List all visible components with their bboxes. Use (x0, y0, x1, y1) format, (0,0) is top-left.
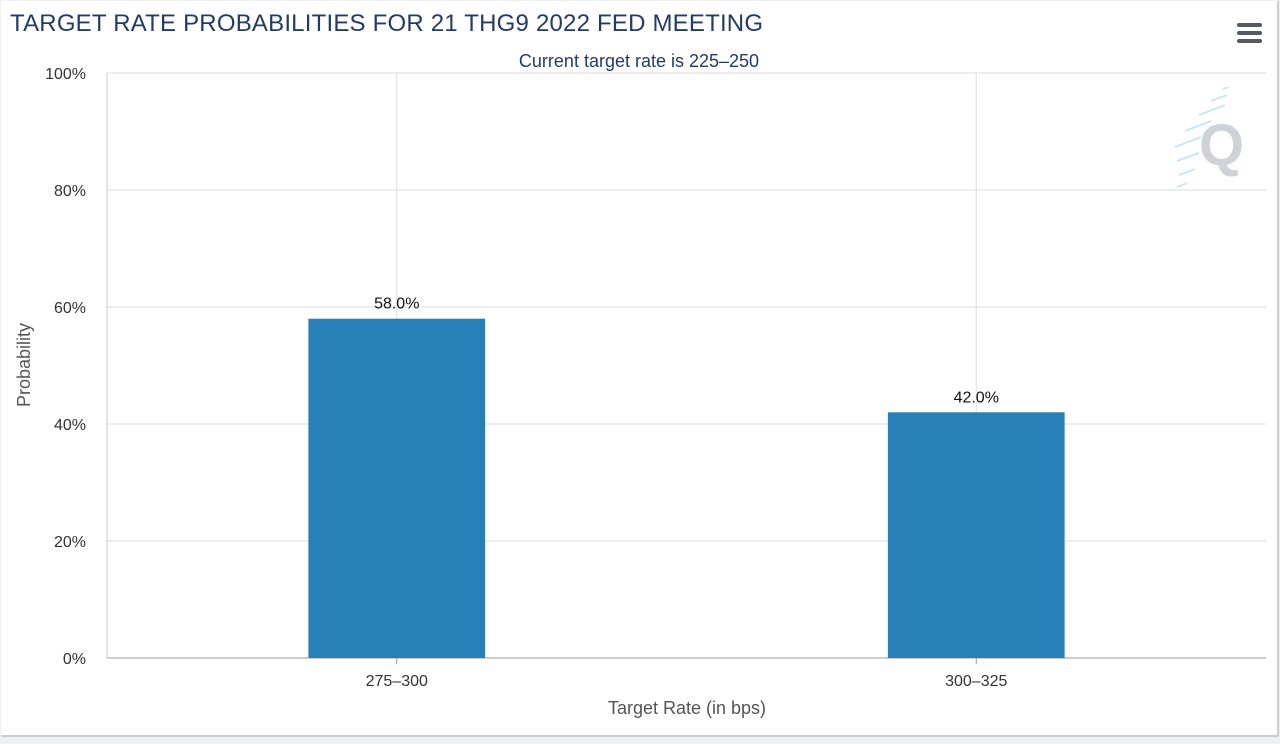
chart-subtitle: Current target rate is 225–250 (518, 51, 760, 71)
chart-title: TARGET RATE PROBABILITIES FOR 21 THG9 20… (10, 10, 764, 37)
x-tick-label: 275–300 (366, 673, 428, 690)
x-tick-label: 300–325 (945, 673, 1007, 690)
data-label: 42.0% (954, 389, 999, 406)
menu-line (1237, 31, 1262, 35)
axis-layer: 0% 20% 40% 60% 80% 100% 275–300 300–325 (45, 66, 1266, 690)
y-tick-label: 60% (54, 300, 86, 317)
data-label: 58.0% (374, 296, 419, 313)
bar-1 (308, 318, 486, 658)
y-tick-label: 100% (45, 66, 86, 83)
svg-text:Q: Q (1199, 113, 1244, 178)
bar-layer (308, 318, 1065, 658)
menu-line (1237, 23, 1262, 27)
q-logo-watermark-icon: Q (1174, 87, 1244, 188)
bar-2 (887, 412, 1065, 658)
hamburger-menu-icon[interactable] (1237, 23, 1263, 45)
y-tick-label: 40% (54, 417, 86, 434)
y-axis-title: Probability (14, 323, 34, 407)
y-tick-label: 0% (63, 651, 86, 668)
y-tick-label: 20% (54, 534, 86, 551)
label-layer: 58.0% 42.0% (374, 296, 999, 407)
menu-line (1237, 39, 1262, 43)
grid-layer (107, 72, 1266, 658)
y-tick-label: 80% (54, 183, 86, 200)
x-axis-title: Target Rate (in bps) (608, 698, 766, 718)
